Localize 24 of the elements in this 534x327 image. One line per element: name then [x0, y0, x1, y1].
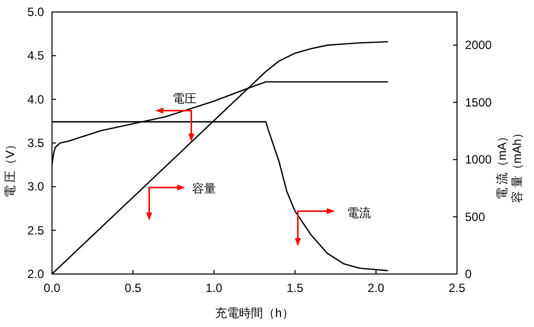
- y2-tick-label: 0: [465, 267, 472, 281]
- x-tick-label: 2.5: [448, 281, 466, 295]
- y2-tick-label: 500: [465, 210, 486, 224]
- x-axis-title: 充電時間（h）: [215, 306, 294, 320]
- y-tick-label: 4.0: [27, 92, 44, 106]
- x-tick-label: 2.0: [368, 281, 385, 295]
- y2-tick-label: 1500: [465, 95, 492, 110]
- annotation: 電圧: [172, 92, 196, 106]
- annotation: 容量: [192, 182, 216, 196]
- x-tick-label: 0.5: [124, 281, 142, 295]
- y-tick-label: 5.0: [27, 5, 44, 19]
- y-tick-label: 4.5: [27, 48, 44, 63]
- x-tick-label: 1.0: [206, 281, 223, 295]
- y-tick-label: 2.5: [27, 223, 44, 238]
- y2-axis-title: 電 流（mA）容 量（mAh）: [495, 126, 524, 204]
- y2-tick-label: 1000: [465, 152, 492, 167]
- y-tick-label: 2.0: [27, 267, 44, 281]
- y2-tick-label: 2000: [465, 38, 492, 52]
- y-axis-title: 電 圧（V）: [3, 138, 17, 198]
- y-tick-label: 3.5: [27, 136, 44, 150]
- x-tick-label: 1.5: [286, 281, 304, 295]
- x-tick-label: 0.0: [44, 281, 61, 295]
- y-tick-label: 3.0: [27, 180, 44, 194]
- annotation: 電流: [346, 206, 371, 220]
